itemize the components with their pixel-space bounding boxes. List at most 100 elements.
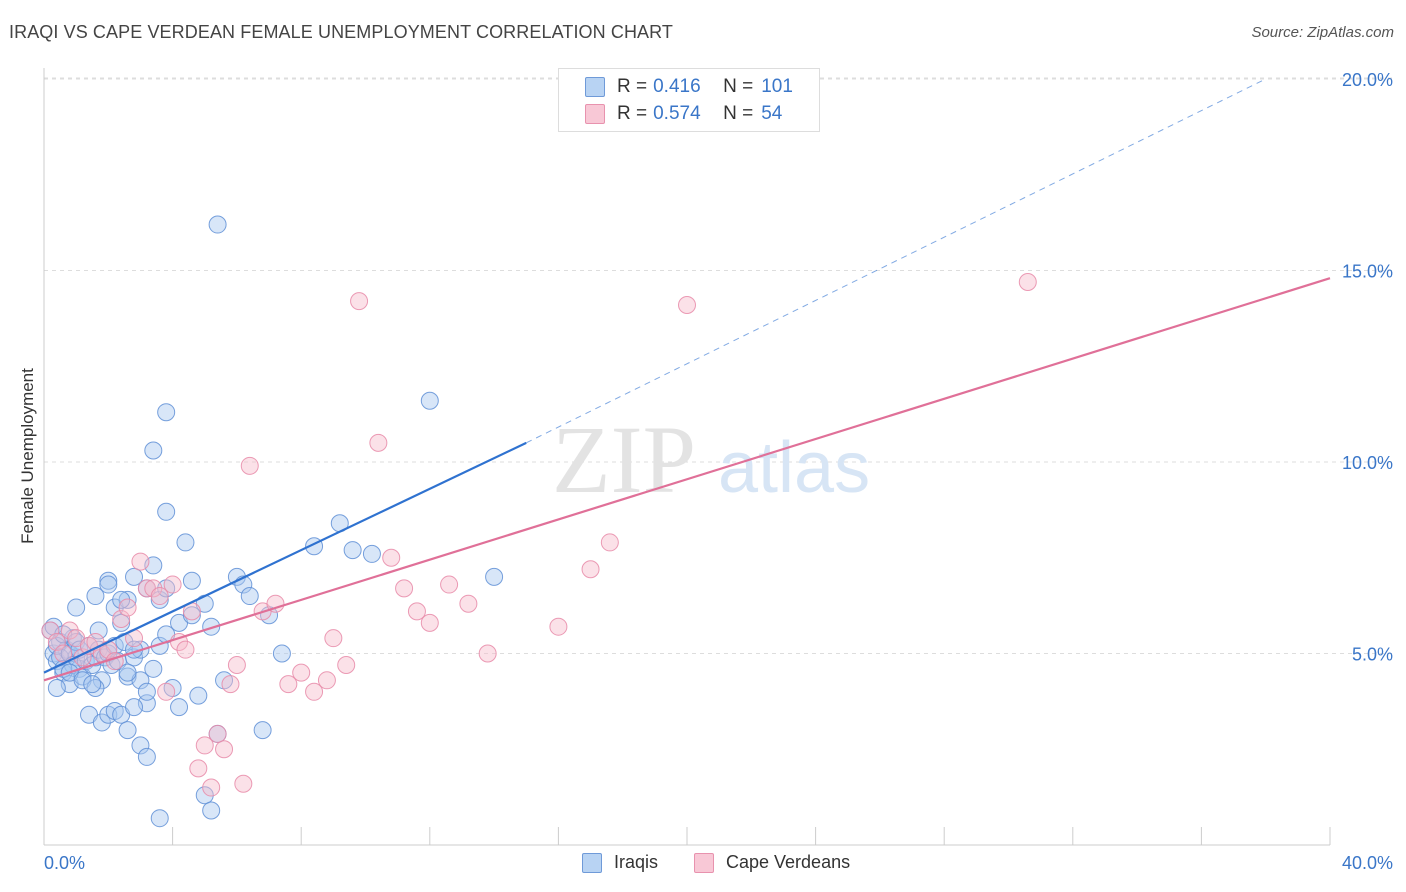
- x-tick-label: 0.0%: [44, 853, 85, 873]
- y-axis-label: Female Unemployment: [18, 368, 37, 544]
- cape-verdeans-point: [150, 587, 169, 606]
- iraqis-point: [131, 736, 150, 755]
- watermark-atlas: atlas: [718, 428, 870, 508]
- iraqis-point: [202, 617, 221, 636]
- iraqis-point: [144, 441, 163, 460]
- cape-verdeans-point: [221, 675, 240, 694]
- source-label: Source: ZipAtlas.com: [1251, 24, 1394, 41]
- y-tick-label: 5.0%: [1352, 645, 1393, 665]
- iraqis-point: [182, 606, 201, 625]
- r-label: R =: [617, 103, 648, 124]
- cape-verdeans-point: [1018, 272, 1037, 291]
- iraqis-point: [47, 678, 66, 697]
- iraqis-point: [118, 721, 137, 740]
- cape-verdeans-trend-line: [43, 277, 1331, 682]
- cape-verdeans-point: [350, 292, 369, 311]
- chart-title: IRAQI VS CAPE VERDEAN FEMALE UNEMPLOYMEN…: [9, 22, 674, 42]
- iraqis-point: [86, 587, 105, 606]
- iraqis-point: [112, 613, 131, 632]
- iraqis-point: [89, 621, 108, 640]
- iraqis-point: [150, 809, 169, 828]
- bottom-legend-iraqis: Iraqis: [582, 852, 658, 873]
- cape-verdeans-legend-swatch: [694, 852, 714, 873]
- iraqis-point: [253, 721, 272, 740]
- iraqis-point: [125, 567, 144, 586]
- iraqis-r-value: 0.416: [653, 76, 701, 97]
- cape-verdeans-point: [112, 610, 131, 629]
- r-label: R =: [617, 76, 648, 97]
- iraqis-point: [150, 590, 169, 609]
- cape-verdeans-point: [176, 640, 195, 659]
- cape-verdeans-point: [202, 778, 221, 797]
- cape-verdeans-point: [163, 575, 182, 594]
- cape-verdeans-point: [118, 598, 137, 617]
- iraqis-point: [99, 575, 118, 594]
- legend-row-iraqis: R = 0.416 N = 101: [585, 74, 793, 100]
- iraqis-point: [189, 686, 208, 705]
- cape-verdeans-r-value: 0.574: [653, 103, 701, 124]
- cape-verdeans-point: [369, 433, 388, 452]
- cape-verdeans-point: [337, 655, 356, 674]
- cape-verdeans-point: [234, 774, 253, 793]
- iraqis-point: [125, 698, 144, 717]
- cape-verdeans-point: [41, 621, 60, 640]
- cape-verdeans-point: [60, 621, 79, 640]
- cape-verdeans-point: [208, 724, 227, 743]
- cape-verdeans-point: [215, 740, 234, 759]
- cape-verdeans-point: [440, 575, 459, 594]
- cape-verdeans-point: [144, 579, 163, 598]
- y-tick-label: 15.0%: [1342, 262, 1393, 282]
- iraqis-point: [176, 533, 195, 552]
- axes: [43, 68, 1331, 846]
- correlation-legend: R = 0.416 N = 101 R = 0.574 N = 54: [558, 68, 820, 132]
- cape-verdeans-point: [54, 644, 73, 663]
- iraqis-point: [92, 671, 111, 690]
- iraqis-point: [118, 663, 137, 682]
- cape-verdeans-point: [549, 617, 568, 636]
- cape-verdeans-point: [195, 736, 214, 755]
- cape-verdeans-point: [395, 579, 414, 598]
- cape-verdeans-point: [157, 682, 176, 701]
- n-label: N =: [723, 103, 754, 124]
- iraqis-point: [99, 571, 118, 590]
- iraqis-point: [137, 747, 156, 766]
- y-tick-label: 20.0%: [1342, 70, 1393, 90]
- tick-labels: 5.0% 10.0% 15.0% 20.0% 0.0% 40.0%: [44, 70, 1393, 873]
- iraqis-point: [202, 801, 221, 820]
- cape-verdeans-point: [324, 629, 343, 648]
- data-points: [41, 215, 1037, 828]
- cape-verdeans-point: [189, 759, 208, 778]
- n-label: N =: [723, 76, 754, 97]
- cape-verdeans-point: [407, 602, 426, 621]
- iraqis-point: [144, 659, 163, 678]
- cape-verdeans-point: [240, 456, 259, 475]
- iraqis-point: [362, 544, 381, 563]
- cape-verdeans-point: [47, 633, 66, 652]
- cape-verdeans-point: [305, 682, 324, 701]
- iraqis-n-value: 101: [761, 76, 793, 97]
- cape-verdeans-point: [581, 560, 600, 579]
- trend-lines: [43, 78, 1331, 682]
- iraqis-point: [272, 644, 291, 663]
- cape-verdeans-n-value: 54: [761, 103, 783, 124]
- watermark-zip: ZIP: [552, 406, 696, 513]
- iraqis-point: [157, 502, 176, 521]
- watermark: ZIP atlas: [552, 406, 870, 513]
- iraqis-point: [92, 713, 111, 732]
- x-tick-label: 40.0%: [1342, 853, 1393, 873]
- iraqis-point: [112, 590, 131, 609]
- cape-verdeans-point: [131, 552, 150, 571]
- iraqis-trend-line: [43, 441, 527, 674]
- cape-verdeans-legend-label: Cape Verdeans: [726, 852, 851, 872]
- cape-verdeans-point: [478, 644, 497, 663]
- cape-verdeans-point: [382, 548, 401, 567]
- iraqis-point: [195, 786, 214, 805]
- cape-verdeans-point: [459, 594, 478, 613]
- iraqis-point: [67, 598, 86, 617]
- iraqis-point: [343, 541, 362, 560]
- cape-verdeans-point: [600, 533, 619, 552]
- cape-verdeans-point: [266, 594, 285, 613]
- gridlines: [44, 77, 1395, 654]
- bottom-legend-cape-verdeans: Cape Verdeans: [694, 852, 850, 873]
